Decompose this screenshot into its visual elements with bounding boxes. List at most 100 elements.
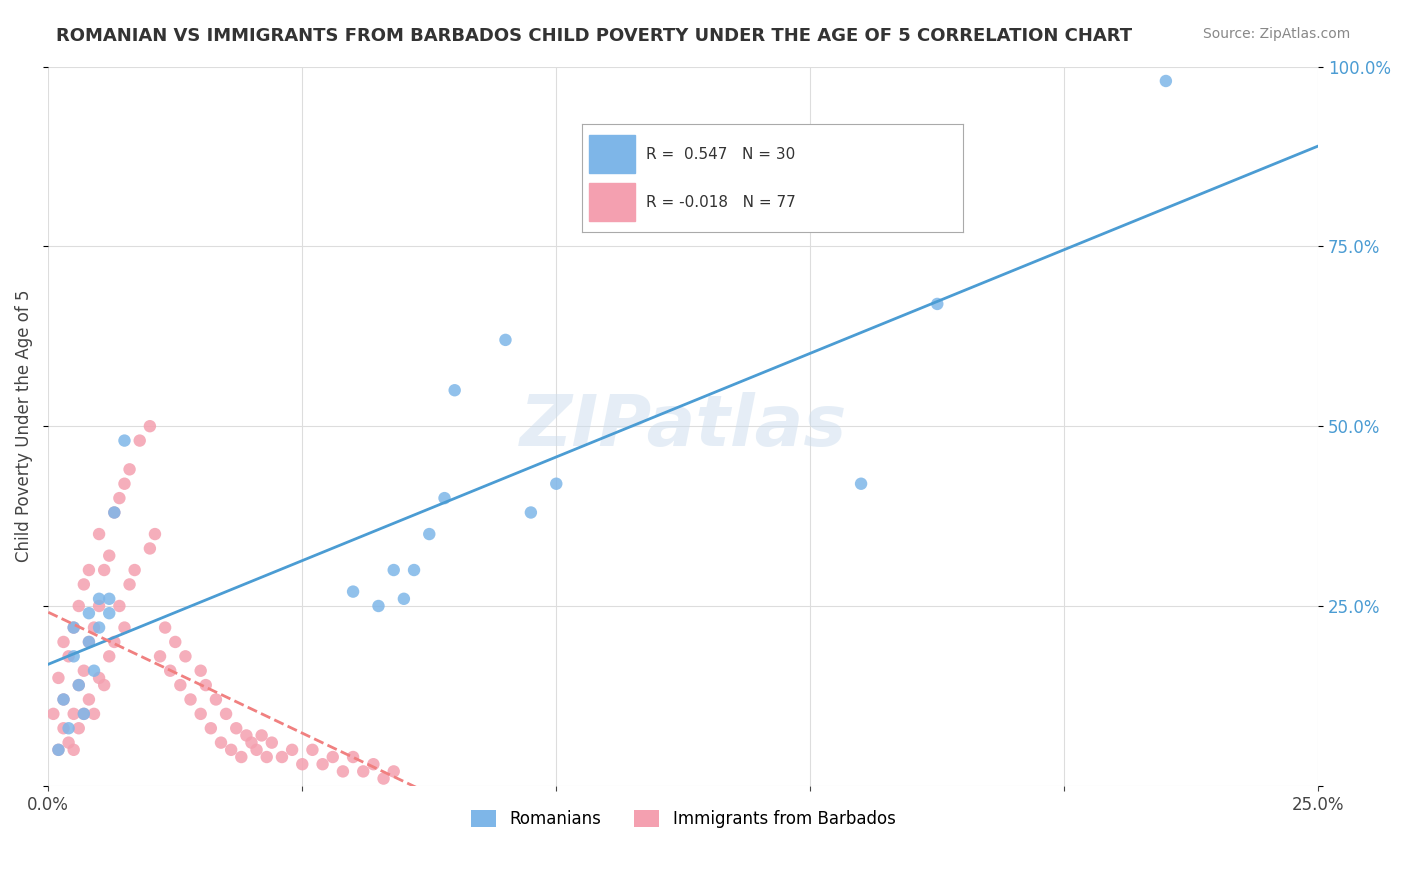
Point [402,563,425,577]
Point [180,692,202,706]
Point [205,692,228,706]
Point [153,621,176,635]
Point [73,577,96,591]
Point [93,678,115,692]
Point [546,476,568,491]
Point [114,476,136,491]
Point [352,764,374,779]
Point [418,527,440,541]
Point [62,649,84,664]
Point [58,736,80,750]
Point [48,671,70,685]
Point [52,721,75,735]
Point [87,671,110,685]
Point [174,649,197,664]
Point [245,743,267,757]
Point [87,527,110,541]
Point [67,599,90,613]
Point [52,692,75,706]
Point [103,506,125,520]
Point [373,772,395,786]
Point [215,706,238,721]
Point [62,621,84,635]
Point [73,706,96,721]
Point [62,621,84,635]
Point [87,591,110,606]
Legend: Romanians, Immigrants from Barbados: Romanians, Immigrants from Barbados [464,804,903,835]
Point [367,599,389,613]
Point [124,563,146,577]
Point [433,491,456,505]
Text: Source: ZipAtlas.com: Source: ZipAtlas.com [1202,27,1350,41]
Point [235,728,257,742]
Point [149,649,172,664]
Point [443,383,465,397]
Text: ZIPatlas: ZIPatlas [520,392,846,460]
Point [520,506,543,520]
Point [139,419,162,434]
Point [311,757,333,772]
Point [927,297,949,311]
Point [67,678,90,692]
Point [98,549,121,563]
Point [190,706,212,721]
Point [118,577,141,591]
Point [73,706,96,721]
Point [231,750,253,764]
Point [260,736,283,750]
Point [240,736,263,750]
Point [139,541,162,556]
Point [250,728,273,742]
Point [342,584,364,599]
Point [159,664,181,678]
Y-axis label: Child Poverty Under the Age of 5: Child Poverty Under the Age of 5 [15,290,32,563]
Point [225,721,247,735]
Point [87,621,110,635]
Point [103,635,125,649]
Point [93,563,115,577]
Point [194,678,217,692]
Point [58,649,80,664]
Point [219,743,242,757]
Point [108,491,131,505]
Point [382,563,405,577]
Point [209,736,232,750]
Point [169,678,191,692]
Point [67,721,90,735]
Point [77,606,100,620]
Point [291,757,314,772]
Point [83,706,105,721]
Point [77,635,100,649]
Point [77,635,100,649]
Point [62,706,84,721]
Point [98,606,121,620]
Point [114,434,136,448]
Point [118,462,141,476]
Point [849,476,872,491]
Text: ROMANIAN VS IMMIGRANTS FROM BARBADOS CHILD POVERTY UNDER THE AGE OF 5 CORRELATIO: ROMANIAN VS IMMIGRANTS FROM BARBADOS CHI… [56,27,1132,45]
Point [128,434,150,448]
Point [1154,74,1177,88]
Point [281,743,304,757]
Point [77,563,100,577]
Point [382,764,405,779]
Point [363,757,385,772]
Point [322,750,344,764]
Point [98,591,121,606]
Point [190,664,212,678]
Point [256,750,278,764]
Point [301,743,323,757]
Point [67,678,90,692]
Point [143,527,166,541]
Point [271,750,294,764]
Point [200,721,222,735]
Point [83,621,105,635]
Point [332,764,354,779]
Point [87,599,110,613]
Point [52,692,75,706]
Point [48,743,70,757]
Point [165,635,187,649]
Point [83,664,105,678]
Point [48,743,70,757]
Point [98,649,121,664]
